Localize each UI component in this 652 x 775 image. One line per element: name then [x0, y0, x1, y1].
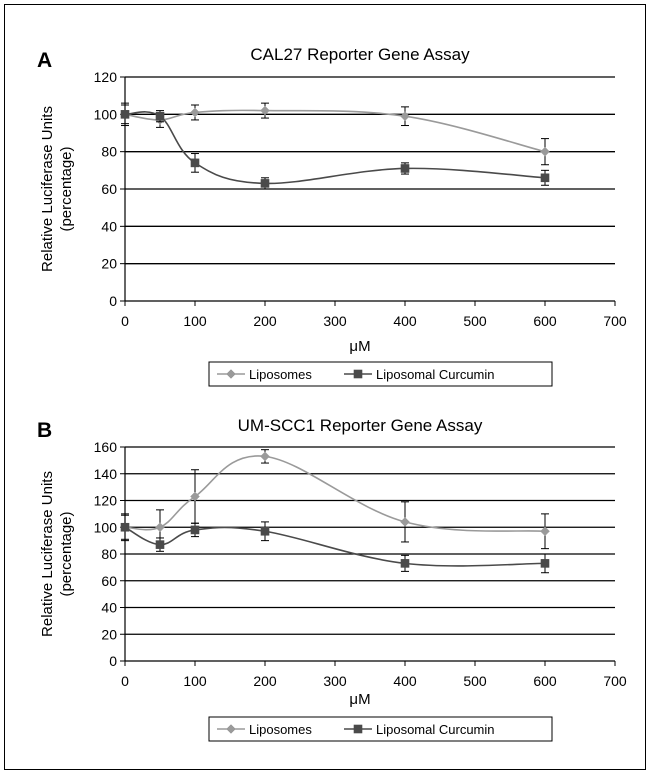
chart-panel-b: B UM-SCC1 Reporter Gene Assay 0 20 40 60 80 100… — [37, 416, 627, 742]
data-point — [190, 525, 200, 535]
legend-box — [208, 716, 553, 742]
data-point — [400, 559, 410, 568]
x-tick-label: 400 — [393, 313, 417, 329]
y-tick-label: 0 — [109, 653, 117, 669]
data-point — [155, 540, 165, 549]
data-point — [540, 173, 550, 183]
series-square — [120, 102, 550, 190]
data-point — [540, 146, 550, 157]
legend: Liposomes Liposomal Curcumin — [208, 716, 553, 742]
x-tick-label: 100 — [183, 673, 207, 689]
x-tick-label: 200 — [253, 313, 277, 329]
x-tick-label: 100 — [183, 313, 207, 329]
x-tick-label: 500 — [463, 313, 487, 329]
data-point — [155, 522, 165, 533]
legend-swatch-marker — [353, 369, 363, 379]
x-tick-label: 600 — [533, 673, 557, 689]
y-axis-subtitle: (percentage) — [58, 146, 75, 231]
data-point — [190, 107, 200, 118]
legend-label: Liposomes — [249, 367, 312, 382]
series-line — [124, 111, 546, 185]
legend-label: Liposomes — [249, 722, 312, 737]
x-tick-label: 0 — [121, 673, 129, 689]
figure-svg: A CAL27 Reporter Gene Assay 0 20 40 60 80 100 12… — [37, 45, 627, 742]
y-tick-label: 140 — [94, 466, 118, 482]
y-tick-label: 40 — [101, 600, 117, 616]
series-diamond — [120, 102, 550, 166]
series-line — [124, 455, 546, 533]
y-tick-label: 60 — [101, 573, 117, 589]
y-tick-label: 60 — [101, 181, 117, 197]
data-point — [260, 105, 270, 116]
chart-title: UM-SCC1 Reporter Gene Assay — [238, 416, 483, 435]
y-tick-label: 160 — [94, 439, 118, 455]
legend-box — [208, 361, 553, 387]
series-diamond — [120, 449, 550, 550]
legend-swatch-marker — [226, 369, 236, 379]
data-point — [400, 111, 410, 122]
chart-title: CAL27 Reporter Gene Assay — [250, 45, 470, 64]
panel-letter: B — [37, 419, 52, 442]
data-point — [190, 158, 200, 168]
y-tick-label: 80 — [101, 546, 117, 562]
x-tick-label: 200 — [253, 673, 277, 689]
x-tick-label: 700 — [603, 313, 627, 329]
chart-panel-a: A CAL27 Reporter Gene Assay 0 20 40 60 80 100 12… — [37, 45, 627, 387]
panel-letter: A — [37, 49, 52, 72]
data-point — [190, 491, 200, 502]
y-tick-label: 120 — [94, 69, 118, 85]
x-tick-label: 600 — [533, 313, 557, 329]
data-point — [260, 451, 270, 462]
y-axis-subtitle: (percentage) — [58, 511, 75, 596]
y-tick-label: 20 — [101, 256, 117, 272]
data-point — [540, 526, 550, 537]
legend: Liposomes Liposomal Curcumin — [208, 361, 553, 387]
x-tick-label: 400 — [393, 673, 417, 689]
y-tick-label: 20 — [101, 626, 117, 642]
x-axis-title: μM — [349, 691, 370, 708]
data-point — [540, 559, 550, 568]
series-line — [124, 109, 546, 153]
y-tick-label: 40 — [101, 218, 117, 234]
x-tick-label: 300 — [323, 313, 347, 329]
series-square — [120, 514, 550, 574]
x-tick-label: 300 — [323, 673, 347, 689]
legend-swatch-marker — [226, 724, 236, 734]
y-tick-label: 120 — [94, 493, 118, 509]
y-tick-label: 100 — [94, 519, 118, 535]
figure: A CAL27 Reporter Gene Assay 0 20 40 60 80 100 12… — [4, 4, 646, 770]
data-point — [120, 522, 130, 532]
series-line — [124, 526, 546, 567]
data-point — [400, 164, 410, 173]
y-axis-title: Relative Luciferase Units — [39, 471, 56, 637]
data-point — [260, 179, 270, 188]
y-tick-label: 0 — [109, 293, 117, 309]
data-point — [400, 517, 410, 527]
data-point — [120, 110, 130, 119]
legend-swatch-marker — [353, 724, 363, 734]
y-axis-title: Relative Luciferase Units — [39, 106, 56, 272]
data-point — [155, 111, 165, 121]
x-tick-label: 700 — [603, 673, 627, 689]
x-tick-label: 500 — [463, 673, 487, 689]
x-axis-title: μM — [349, 338, 370, 355]
x-tick-label: 0 — [121, 313, 129, 329]
y-tick-label: 80 — [101, 144, 117, 160]
y-tick-label: 100 — [94, 106, 118, 122]
data-point — [260, 526, 270, 536]
legend-label: Liposomal Curcumin — [376, 722, 495, 737]
legend-label: Liposomal Curcumin — [376, 367, 495, 382]
